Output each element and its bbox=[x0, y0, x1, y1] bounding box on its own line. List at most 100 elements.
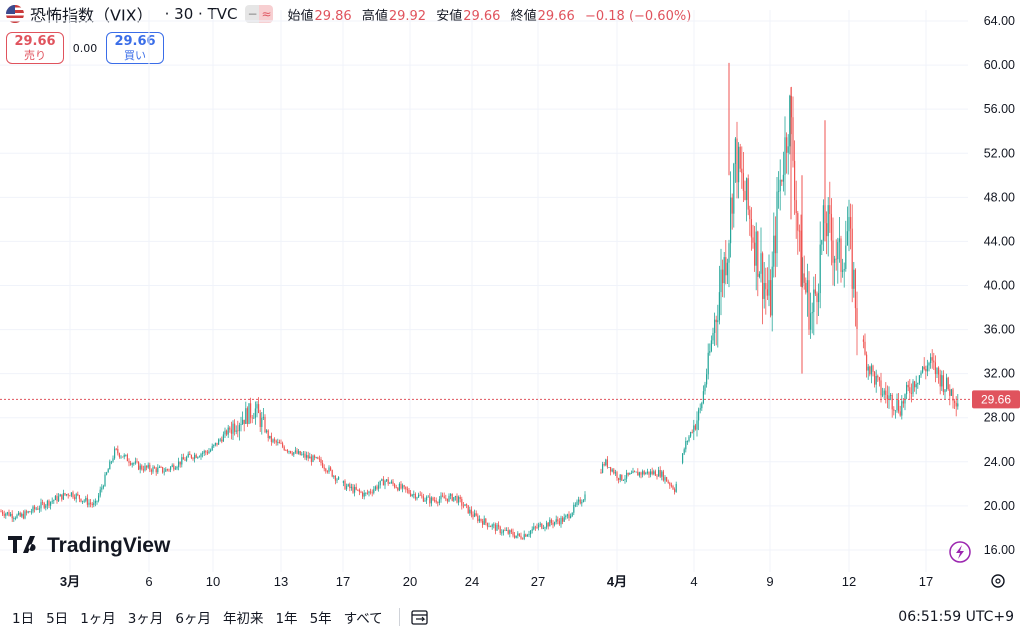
candle-body bbox=[197, 456, 199, 458]
candle-body bbox=[810, 313, 812, 330]
candle-body bbox=[494, 524, 496, 531]
candle-body bbox=[922, 366, 924, 373]
approx-icon[interactable]: ≈ bbox=[259, 5, 274, 23]
candle-body bbox=[693, 425, 695, 433]
candle-body bbox=[531, 529, 533, 531]
candle-body bbox=[502, 530, 504, 533]
candle-body bbox=[685, 441, 687, 450]
candle-body bbox=[872, 365, 874, 372]
candle-body bbox=[306, 455, 308, 458]
candle-body bbox=[94, 501, 96, 504]
candle-body bbox=[158, 467, 160, 468]
candle-body bbox=[310, 456, 312, 462]
x-tick-label: 20 bbox=[403, 574, 417, 589]
candle-body bbox=[846, 231, 848, 246]
candle-body bbox=[285, 449, 287, 451]
candle-body bbox=[104, 474, 106, 487]
candle-body bbox=[272, 439, 274, 442]
indicator-toggle[interactable]: − ≈ bbox=[245, 5, 274, 23]
candle-body bbox=[536, 527, 538, 528]
candle-body bbox=[174, 468, 176, 470]
candle-body bbox=[674, 489, 676, 492]
candle-body bbox=[646, 471, 648, 473]
sell-button[interactable]: 29.66 売り bbox=[6, 32, 64, 64]
candle-body bbox=[304, 453, 306, 458]
range-6m[interactable]: 6ヶ月 bbox=[175, 611, 211, 627]
candle-body bbox=[624, 478, 626, 481]
price-axis: 64.00 60.00 56.00 52.00 48.00 44.00 40.00 36.00… bbox=[984, 14, 1015, 557]
candle-body bbox=[682, 453, 684, 463]
range-1d[interactable]: 1日 bbox=[12, 611, 35, 627]
timeframe-label[interactable]: · 30 · TVC bbox=[164, 5, 238, 23]
range-5d[interactable]: 5日 bbox=[46, 611, 69, 627]
candle-body bbox=[632, 471, 634, 474]
range-1y[interactable]: 1年 bbox=[275, 611, 298, 627]
candle-body bbox=[819, 244, 821, 294]
candle-body bbox=[482, 521, 484, 525]
candle-body bbox=[782, 174, 784, 182]
low-key: 安値 bbox=[436, 8, 463, 24]
candle-body bbox=[707, 352, 709, 375]
buy-button[interactable]: 29.66 買い bbox=[106, 32, 164, 64]
range-ytd[interactable]: 年初来 bbox=[222, 611, 264, 627]
candle-body bbox=[760, 253, 762, 274]
minus-icon[interactable]: − bbox=[245, 5, 260, 23]
candle-body bbox=[120, 456, 122, 458]
candle-body bbox=[14, 518, 16, 519]
candle-body bbox=[354, 486, 356, 493]
candle-body bbox=[758, 273, 760, 277]
candle-body bbox=[931, 357, 933, 361]
candle-body bbox=[874, 371, 876, 385]
candle-body bbox=[213, 444, 215, 447]
candle-body bbox=[742, 173, 744, 191]
candle-body bbox=[5, 513, 7, 516]
candle-body bbox=[173, 465, 175, 470]
settings-icon[interactable] bbox=[991, 574, 1005, 588]
candle-body bbox=[882, 394, 884, 396]
candle-body bbox=[648, 471, 650, 475]
candle-body bbox=[906, 384, 908, 395]
candle-body bbox=[99, 489, 101, 496]
range-3m[interactable]: 3ヶ月 bbox=[127, 611, 164, 627]
candle-body bbox=[48, 500, 50, 506]
candle-body bbox=[125, 454, 127, 456]
candle-body bbox=[451, 494, 453, 501]
candle-body bbox=[69, 495, 71, 497]
candle-body bbox=[581, 502, 583, 504]
candle-body bbox=[534, 526, 536, 528]
buy-label: 買い bbox=[124, 49, 146, 62]
range-1m[interactable]: 1ヶ月 bbox=[80, 611, 116, 627]
candle-body bbox=[362, 492, 364, 497]
candle-body bbox=[21, 513, 23, 517]
candle-body bbox=[278, 441, 280, 444]
candle-body bbox=[117, 449, 119, 454]
high-value: 29.92 bbox=[388, 8, 427, 24]
candle-body bbox=[670, 485, 672, 487]
candle-body bbox=[528, 534, 530, 536]
candle-body bbox=[403, 485, 405, 487]
goto-date-icon[interactable] bbox=[410, 607, 430, 627]
candle-body bbox=[432, 497, 434, 501]
candle-body bbox=[355, 486, 357, 490]
candle-body bbox=[877, 375, 879, 378]
candle-body bbox=[702, 391, 704, 403]
candle-body bbox=[946, 377, 948, 390]
candle-body bbox=[706, 374, 708, 385]
candle-body bbox=[834, 258, 836, 263]
candle-body bbox=[352, 486, 354, 493]
candle-body bbox=[720, 269, 722, 293]
lightning-icon[interactable] bbox=[949, 541, 971, 563]
candle-body bbox=[416, 497, 418, 499]
candle-body bbox=[366, 492, 368, 494]
candle-body bbox=[627, 472, 629, 475]
price-chart[interactable]: 64.0060.0056.0052.0048.0044.0040.0036.00… bbox=[0, 0, 1024, 603]
range-all[interactable]: すべて bbox=[343, 611, 383, 627]
range-5y[interactable]: 5年 bbox=[309, 611, 332, 627]
y-tick-label: 48.00 bbox=[984, 190, 1015, 204]
symbol-name[interactable]: 恐怖指数（VIX） bbox=[30, 6, 153, 25]
candle-body bbox=[739, 146, 741, 169]
clock[interactable]: 06:51:59 UTC+9 bbox=[898, 609, 1014, 625]
candle-body bbox=[430, 497, 432, 504]
candle-body bbox=[934, 362, 936, 375]
candle-body bbox=[827, 205, 829, 237]
